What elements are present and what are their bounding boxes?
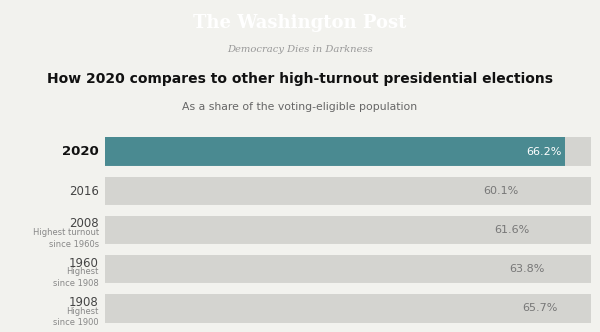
Bar	[105, 294, 591, 323]
Bar	[105, 294, 561, 323]
Bar	[105, 216, 591, 245]
Text: 65.7%: 65.7%	[522, 303, 557, 313]
Text: Highest
since 1908: Highest since 1908	[53, 268, 99, 288]
Text: Highest turnout
since 1960s: Highest turnout since 1960s	[32, 228, 99, 249]
Bar	[105, 137, 591, 166]
Bar	[105, 177, 591, 206]
Bar	[105, 255, 591, 284]
Text: As a share of the voting-eligible population: As a share of the voting-eligible popula…	[182, 102, 418, 112]
Text: 2016: 2016	[69, 185, 99, 198]
Text: The Washington Post: The Washington Post	[193, 14, 407, 32]
Text: 2008: 2008	[69, 217, 99, 230]
Text: 61.6%: 61.6%	[494, 225, 529, 235]
Bar	[105, 177, 522, 206]
Bar	[105, 137, 565, 166]
Text: 60.1%: 60.1%	[484, 186, 519, 196]
Bar	[105, 255, 548, 284]
Text: How 2020 compares to other high-turnout presidential elections: How 2020 compares to other high-turnout …	[47, 72, 553, 86]
Text: Highest
since 1900: Highest since 1900	[53, 306, 99, 327]
Text: 1960: 1960	[69, 257, 99, 270]
Text: 2020: 2020	[62, 145, 99, 158]
Text: 1908: 1908	[69, 295, 99, 309]
Bar	[105, 216, 533, 245]
Text: Democracy Dies in Darkness: Democracy Dies in Darkness	[227, 45, 373, 54]
Text: 66.2%: 66.2%	[526, 147, 561, 157]
Text: 63.8%: 63.8%	[509, 264, 544, 274]
